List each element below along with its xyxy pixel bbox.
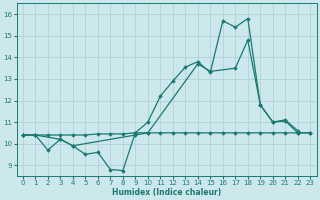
X-axis label: Humidex (Indice chaleur): Humidex (Indice chaleur) — [112, 188, 221, 197]
